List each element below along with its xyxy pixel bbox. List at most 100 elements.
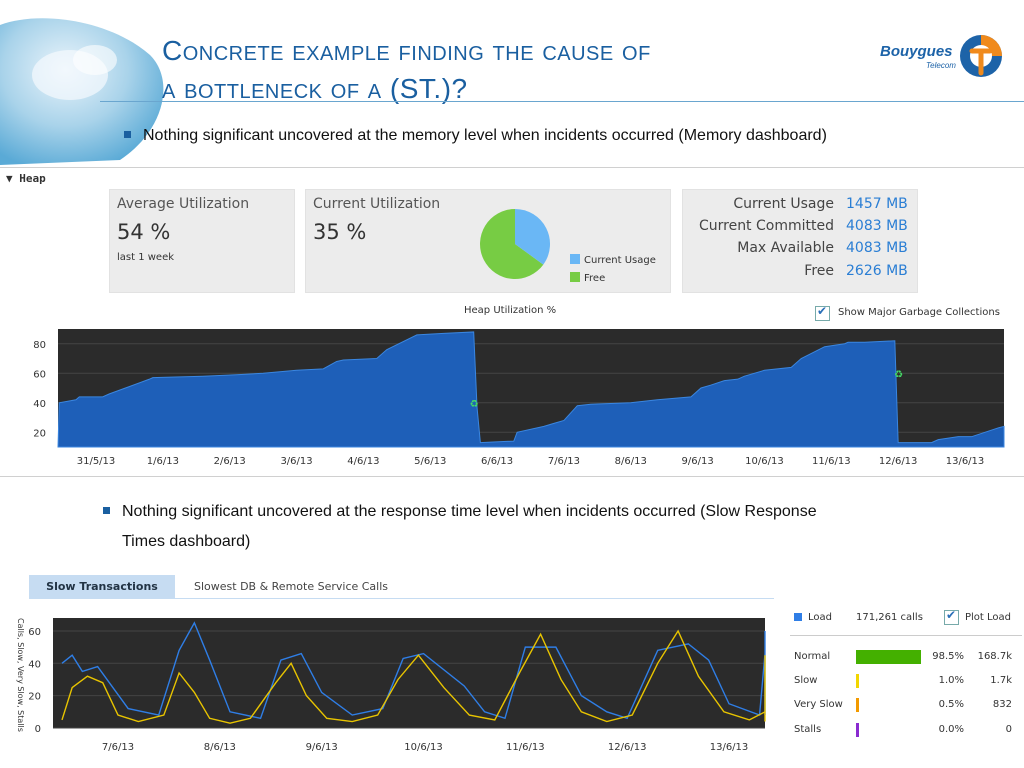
- heap-stats-card: Current Usage 1457 MB Current Committed …: [682, 189, 918, 293]
- slow-x-tick: 12/6/13: [608, 742, 647, 753]
- tab-underline: [29, 598, 774, 599]
- tab-slowest-db-calls[interactable]: Slowest DB & Remote Service Calls: [194, 580, 389, 593]
- stat-key: Current Usage: [733, 196, 834, 212]
- tab-slow-transactions[interactable]: Slow Transactions: [29, 575, 175, 598]
- row-pct: 98.5%: [932, 651, 964, 662]
- legend-label-free: Free: [584, 273, 606, 284]
- slide-title: Concrete example finding the cause of a …: [162, 32, 842, 108]
- slow-series-line-1: [61, 629, 766, 724]
- slow-y-tick: 60: [28, 627, 41, 638]
- slow-x-tick: 9/6/13: [306, 742, 338, 753]
- heap-dashboard-panel: ▼ Heap Average Utilization 54 % last 1 w…: [0, 167, 1024, 477]
- stat-row-free: Free 2626 MB: [683, 263, 917, 283]
- slow-x-tick: 7/6/13: [102, 742, 134, 753]
- pie-slice-free: [480, 209, 544, 279]
- show-gc-checkbox[interactable]: [815, 304, 830, 321]
- pie-legend-current-usage: Current Usage: [570, 254, 656, 266]
- heap-x-tick: 8/6/13: [615, 456, 647, 467]
- gc-marker-icon: ♻: [470, 399, 479, 410]
- load-label: Load: [808, 612, 832, 623]
- row-bar-very-slow: [856, 698, 859, 712]
- row-pct: 0.5%: [938, 699, 964, 710]
- summary-row-very-slow: Very Slow 0.5% 832: [790, 696, 1022, 716]
- heap-pie-chart: [480, 209, 550, 279]
- heap-utilization-chart: 20 40 60 80 ♻ ♻ 31/5/13 1/6/13 2/6/13 3/6/13 4/6/1…: [33, 329, 1005, 467]
- heap-x-tick: 5/6/13: [414, 456, 446, 467]
- row-name: Slow: [794, 675, 818, 686]
- summary-separator: [790, 635, 1022, 636]
- load-swatch: [794, 613, 802, 621]
- stat-value: 4083 MB: [846, 218, 908, 234]
- plot-load-label: Plot Load: [965, 612, 1012, 623]
- legend-swatch-current-usage: [570, 254, 580, 264]
- stat-value: 4083 MB: [846, 240, 908, 256]
- slide-title-line2: a bottleneck of a (ST.)?: [162, 73, 468, 104]
- heap-collapse-toggle[interactable]: ▼ Heap: [6, 172, 46, 185]
- slow-x-tick: 8/6/13: [204, 742, 236, 753]
- heap-x-tick: 12/6/13: [879, 456, 918, 467]
- bullet-response-text-2: Times dashboard): [122, 533, 251, 550]
- heap-y-tick: 80: [33, 340, 46, 351]
- row-pct: 1.0%: [938, 675, 964, 686]
- row-name: Stalls: [794, 724, 822, 735]
- slow-x-tick: 11/6/13: [506, 742, 545, 753]
- logo-brand: Bouygues: [880, 43, 953, 60]
- stat-row-current-committed: Current Committed 4083 MB: [683, 218, 917, 238]
- current-utilization-value: 35 %: [313, 220, 367, 244]
- pie-legend-free: Free: [570, 272, 605, 284]
- summary-row-slow: Slow 1.0% 1.7k: [790, 672, 1022, 692]
- row-count: 168.7k: [977, 651, 1012, 662]
- slow-summary-panel: Load 171,261 calls Plot Load Normal 98.5…: [790, 603, 1024, 743]
- slow-y-axis-label: Calls, Slow, Very Slow, Stalls: [16, 618, 25, 732]
- slow-x-tick: 13/6/13: [710, 742, 749, 753]
- average-utilization-label: Average Utilization: [117, 196, 250, 212]
- bullet-response-time: Nothing significant uncovered at the res…: [103, 497, 817, 557]
- row-pct: 0.0%: [938, 724, 964, 735]
- heap-area-series: [57, 331, 1005, 448]
- slow-y-tick: 20: [28, 692, 41, 703]
- heap-x-tick: 3/6/13: [280, 456, 312, 467]
- current-utilization-card: Current Utilization 35 % Current Usage F…: [305, 189, 671, 293]
- row-count: 0: [1005, 724, 1012, 735]
- slow-series-line-0: [61, 621, 766, 720]
- row-bar-slow: [856, 674, 859, 688]
- stat-key: Current Committed: [698, 218, 834, 234]
- show-gc-label: Show Major Garbage Collections: [838, 307, 1000, 318]
- gc-marker-icon: ♻: [894, 369, 903, 380]
- plot-load-checkbox[interactable]: [944, 608, 959, 625]
- heap-x-tick: 31/5/13: [77, 456, 116, 467]
- slow-y-tick: 0: [35, 724, 41, 735]
- sky-cloud-decoration: [0, 18, 164, 165]
- row-name: Normal: [794, 651, 831, 662]
- stat-value: 1457 MB: [846, 196, 908, 212]
- heap-x-tick: 1/6/13: [147, 456, 179, 467]
- legend-label-current-usage: Current Usage: [584, 255, 656, 266]
- load-summary-row: Load 171,261 calls Plot Load: [790, 608, 1022, 629]
- slow-x-tick: 10/6/13: [404, 742, 443, 753]
- row-count: 832: [992, 699, 1012, 710]
- stat-row-max-available: Max Available 4083 MB: [683, 240, 917, 260]
- bullet-memory: Nothing significant uncovered at the mem…: [124, 121, 827, 151]
- summary-row-normal: Normal 98.5% 168.7k: [790, 648, 1022, 668]
- heap-x-tick: 13/6/13: [946, 456, 985, 467]
- load-calls: 171,261 calls: [856, 612, 923, 623]
- legend-swatch-free: [570, 272, 580, 282]
- heap-x-tick: 4/6/13: [347, 456, 379, 467]
- pie-slice-current-usage: [515, 209, 550, 265]
- stat-row-current-usage: Current Usage 1457 MB: [683, 196, 917, 216]
- slide-title-line1: Concrete example finding the cause of: [162, 35, 651, 66]
- row-name: Very Slow: [794, 699, 843, 710]
- bullet-response-text-1: Nothing significant uncovered at the res…: [122, 503, 817, 520]
- row-bar-stalls: [856, 723, 859, 737]
- stat-key: Max Available: [737, 240, 834, 256]
- heap-y-tick: 60: [33, 369, 46, 380]
- stat-value: 2626 MB: [846, 263, 908, 279]
- stat-key: Free: [804, 263, 834, 279]
- heap-x-tick: 2/6/13: [214, 456, 246, 467]
- bullet-square-icon: [103, 507, 110, 514]
- title-divider: [100, 101, 1024, 102]
- average-utilization-card: Average Utilization 54 % last 1 week: [109, 189, 295, 293]
- average-utilization-period: last 1 week: [117, 252, 175, 263]
- row-count: 1.7k: [990, 675, 1012, 686]
